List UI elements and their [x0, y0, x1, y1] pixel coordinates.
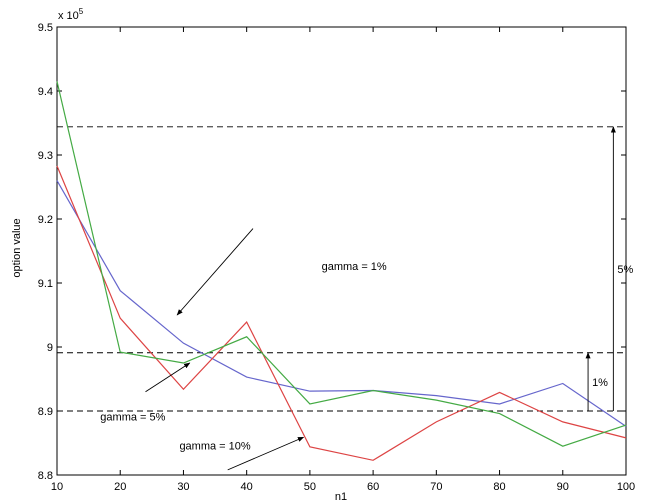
- x-tick-label: 10: [51, 481, 63, 493]
- x-tick-label: 90: [557, 481, 569, 493]
- y-tick-label: 9: [47, 342, 53, 354]
- x-tick-label: 70: [430, 481, 442, 493]
- annotation-label: gamma = 1%: [322, 261, 387, 273]
- annotation-arrow: [176, 228, 254, 316]
- series-line-1: [56, 180, 627, 427]
- y-tick-label: 9.2: [38, 214, 53, 226]
- x-tick-label: 20: [114, 481, 126, 493]
- x-tick-label: 60: [367, 481, 379, 493]
- range-marker-label: 1%: [592, 377, 608, 389]
- y-tick-label: 9.1: [38, 278, 53, 290]
- annotation-label: gamma = 5%: [100, 412, 165, 424]
- x-tick-label: 40: [241, 481, 253, 493]
- y-multiplier-exponent: 5: [79, 7, 84, 16]
- x-tick-label: 80: [493, 481, 505, 493]
- series-line-2: [56, 165, 627, 461]
- range-marker-label: 5%: [617, 264, 633, 276]
- x-tick-label: 100: [617, 481, 635, 493]
- y-tick-label: 9.5: [38, 22, 53, 34]
- y-axis-label: option value: [11, 218, 23, 277]
- y-tick-label: 9.4: [38, 86, 53, 98]
- x-tick-label: 50: [304, 481, 316, 493]
- y-tick-label: 9.3: [38, 150, 53, 162]
- plot-area: 10 20 30 40 50 60 70 80 90 100 8.8 8.9 9 9.1 9.2 9.3 9.4…: [38, 22, 635, 493]
- x-tick-label: 30: [177, 481, 189, 493]
- annotation-arrow: [145, 362, 191, 393]
- y-tick-label: 8.9: [38, 406, 53, 418]
- series-line-3: [56, 81, 627, 447]
- annotation-arrow: [227, 436, 305, 471]
- x-axis-label: n1: [335, 491, 347, 502]
- plot-frame: [56, 26, 627, 476]
- y-tick-label: 8.8: [38, 470, 53, 482]
- annotation-label: gamma = 10%: [179, 440, 250, 452]
- y-multiplier-label: x 105: [58, 7, 84, 22]
